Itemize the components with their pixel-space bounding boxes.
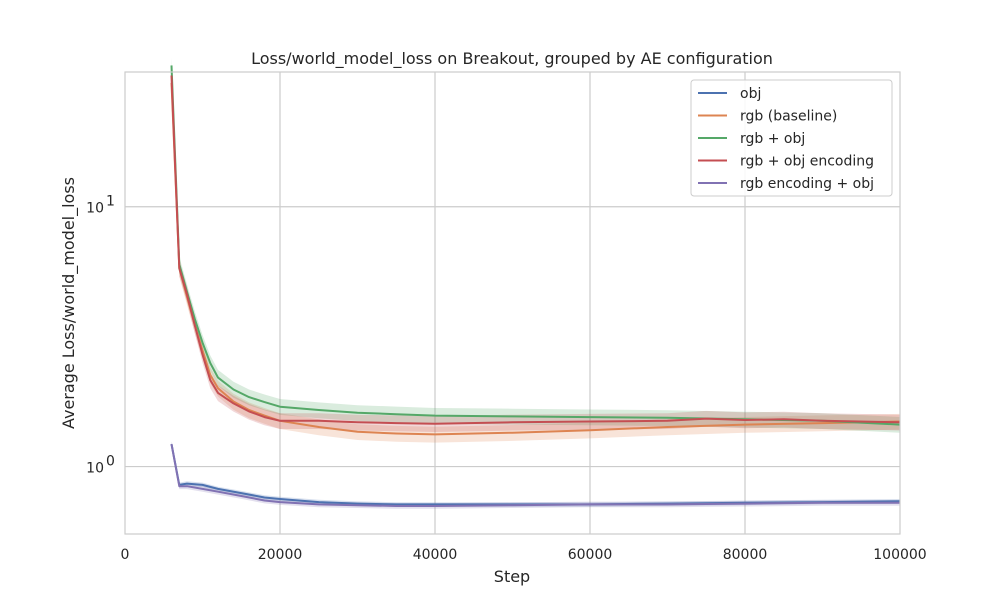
chart-title: Loss/world_model_loss on Breakout, group…: [251, 49, 773, 69]
legend-entry: rgb encoding + obj: [740, 176, 874, 192]
confidence-band: [171, 75, 900, 443]
legend-entry: rgb + obj: [740, 131, 805, 147]
x-tick-label: 80000: [723, 547, 768, 563]
y-tick-label: 10: [86, 201, 104, 217]
y-tick-label: 10: [86, 461, 104, 477]
x-axis-label: Step: [494, 567, 530, 586]
legend-box: [690, 79, 893, 197]
x-tick-label: 40000: [413, 547, 458, 563]
series-line: [170, 65, 901, 426]
plot-frame: [124, 71, 901, 535]
legend-entry: rgb (baseline): [740, 109, 837, 125]
series-lines: [170, 65, 901, 507]
x-tick-label: 60000: [568, 547, 613, 563]
series-line: [170, 75, 901, 425]
legend-entry: obj: [740, 86, 761, 102]
legend: obj rgb (baseline) rgb + obj rgb + obj enco…: [690, 79, 893, 197]
x-tick-label: 100000: [873, 547, 926, 563]
x-tick-label: 0: [121, 547, 130, 563]
x-axis-ticks: 0 20000 40000 60000 80000 100000: [121, 547, 927, 563]
y-axis-label: Average Loss/world_model_loss: [59, 177, 79, 429]
confidence-band: [171, 441, 900, 507]
series-line: [170, 443, 900, 507]
y-tick-exponent: 0: [106, 454, 115, 470]
legend-entry: rgb + obj encoding: [740, 154, 874, 170]
y-tick-exponent: 1: [106, 194, 115, 210]
x-tick-label: 20000: [258, 547, 303, 563]
